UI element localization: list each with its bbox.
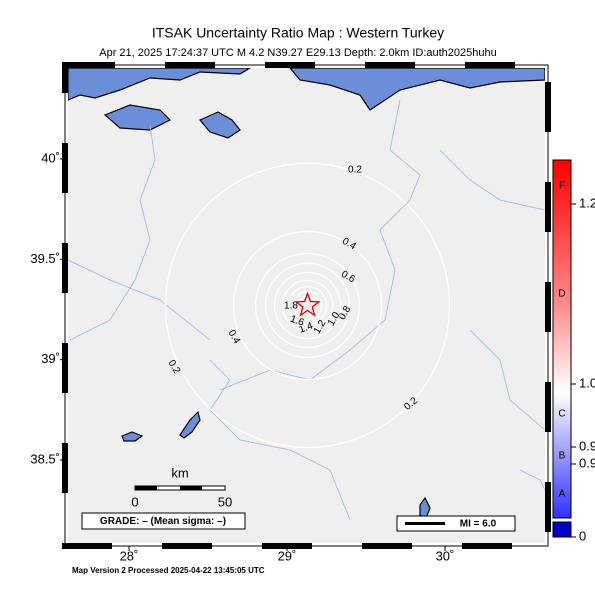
contour-label: 0.2 [348, 165, 362, 176]
grade-letter: B [559, 451, 566, 462]
island [103, 104, 172, 131]
contour [281, 279, 334, 332]
contour-label: 1.8 [284, 301, 298, 312]
contour [287, 285, 328, 326]
epicenter [294, 291, 321, 317]
lake [419, 496, 431, 519]
island [199, 111, 241, 139]
footer: Map Version 2 Processed 2025-04-22 13:45… [72, 566, 265, 575]
river [519, 469, 545, 491]
scale-bar-segment [135, 486, 157, 490]
x-tick-label: 30˚ [436, 548, 455, 563]
map-frame-outline [64, 64, 549, 547]
grade-letter: F [559, 181, 565, 192]
colorbar [552, 159, 572, 519]
x-tick-label: 29˚ [278, 548, 297, 563]
river [439, 149, 545, 211]
y-tick-label: 40˚ [41, 150, 60, 165]
river [68, 259, 211, 341]
colorbar-label: 1.0 [579, 375, 595, 390]
mi-legend-text: MI = 6.0 [460, 519, 497, 530]
mi-legend-box [396, 515, 516, 532]
scale-label: 50 [218, 494, 232, 509]
scale-label: 0 [131, 494, 138, 509]
y-tick-label: 39˚ [41, 351, 60, 366]
sea [289, 68, 545, 111]
grade-letter: C [558, 409, 565, 420]
colorbar-label: 1.2 [579, 195, 595, 210]
colorbar-zero [552, 521, 572, 538]
river [69, 124, 156, 341]
river [209, 359, 351, 521]
grade-letter: A [559, 489, 566, 500]
x-tick-label: 28˚ [120, 548, 139, 563]
scale-bar-segment [180, 486, 202, 490]
contour [264, 262, 351, 349]
grade-box [81, 512, 246, 530]
lake [121, 431, 144, 442]
contour [254, 252, 361, 359]
subtitle: Apr 21, 2025 17:24:37 UTC M 4.2 N39.27 E… [99, 47, 496, 59]
map-background [68, 68, 545, 543]
y-tick-label: 38.5˚ [30, 452, 60, 467]
geography [68, 68, 545, 521]
contour [232, 230, 383, 381]
y-tick-label: 39.5˚ [30, 251, 60, 266]
grade-letter: D [558, 289, 565, 300]
colorbar-label: 0 [579, 528, 586, 543]
scale-unit: km [171, 465, 188, 480]
title: ITSAK Uncertainty Ratio Map : Western Tu… [152, 25, 444, 41]
sea [68, 68, 252, 101]
map: 0.20.40.60.81.01.21.41.61.80.40.20.2 [62, 62, 551, 549]
colorbar-label: 0.9 [579, 438, 595, 453]
contour [292, 290, 323, 321]
colorbar-label: 0.9 [579, 455, 595, 470]
river [219, 99, 421, 391]
contour [297, 295, 318, 316]
contour [273, 271, 342, 340]
contour [164, 162, 451, 449]
lake [179, 410, 201, 439]
river [469, 329, 545, 431]
grade-text: GRADE: – (Mean sigma: –) [100, 516, 226, 527]
